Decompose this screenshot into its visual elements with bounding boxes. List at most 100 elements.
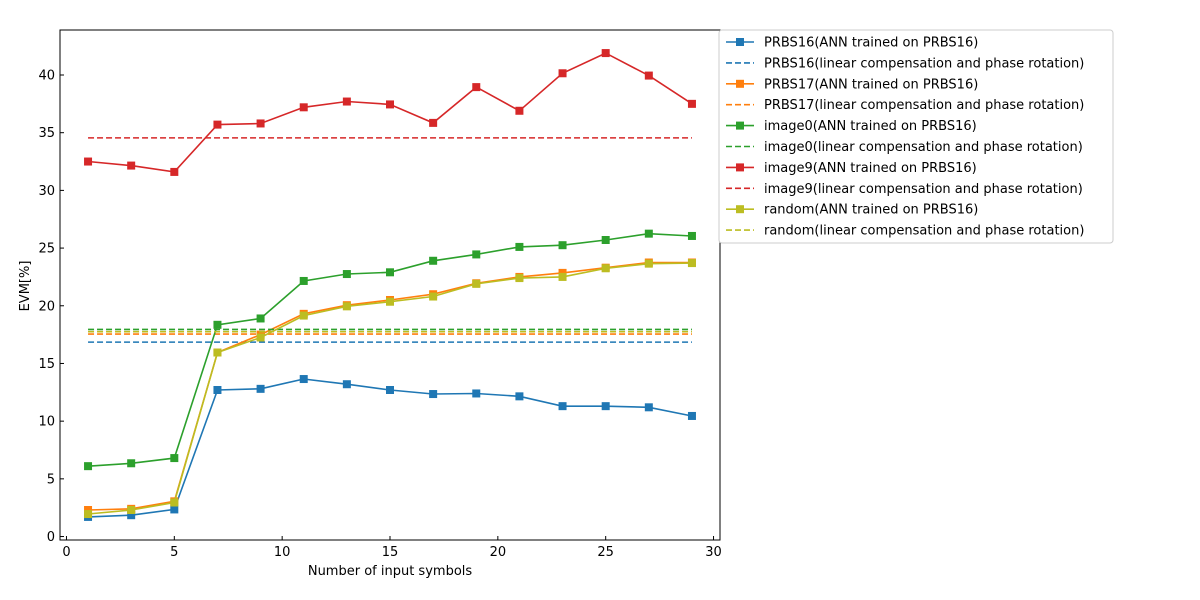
data-point-marker bbox=[256, 333, 265, 342]
data-point-marker bbox=[342, 302, 351, 311]
legend-label: image9(linear compensation and phase rot… bbox=[764, 182, 1083, 197]
data-point-marker bbox=[687, 99, 696, 108]
data-point-marker bbox=[515, 392, 524, 401]
data-point-marker bbox=[84, 462, 93, 471]
legend-item: image9(ANN trained on PRBS16) bbox=[726, 161, 977, 176]
x-tick-label: 30 bbox=[705, 545, 722, 560]
legend: PRBS16(ANN trained on PRBS16) PRBS16(line… bbox=[718, 29, 1114, 244]
legend-label: random(linear compensation and phase rot… bbox=[764, 224, 1084, 239]
data-point-marker bbox=[386, 100, 394, 109]
data-point-marker bbox=[386, 386, 394, 394]
data-point-marker bbox=[472, 83, 481, 92]
legend-swatch-marker bbox=[736, 163, 744, 172]
legend-swatch-marker bbox=[736, 121, 744, 130]
data-point-marker bbox=[601, 236, 610, 244]
data-point-marker bbox=[127, 161, 136, 170]
data-point-marker bbox=[299, 311, 308, 320]
data-point-marker bbox=[601, 402, 610, 411]
x-tick-label: 10 bbox=[274, 545, 291, 560]
legend-item: PRBS16(linear compensation and phase rot… bbox=[726, 56, 1084, 71]
data-point-marker bbox=[127, 459, 136, 468]
legend-item: image0(ANN trained on PRBS16) bbox=[726, 119, 977, 134]
data-point-marker bbox=[342, 270, 351, 279]
data-point-marker bbox=[472, 279, 481, 288]
legend-item: image0(linear compensation and phase rot… bbox=[726, 140, 1083, 155]
y-tick-label: 25 bbox=[38, 242, 55, 257]
legend-label: PRBS17(ANN trained on PRBS16) bbox=[764, 77, 978, 92]
x-tick-label: 20 bbox=[490, 545, 507, 560]
legend-swatch-marker bbox=[736, 38, 744, 46]
data-point-marker bbox=[127, 506, 136, 514]
data-point-marker bbox=[213, 386, 222, 394]
data-point-marker bbox=[213, 120, 222, 129]
data-point-marker bbox=[84, 506, 93, 514]
data-point-marker bbox=[429, 390, 438, 399]
data-point-marker bbox=[429, 256, 438, 265]
plot-area bbox=[84, 49, 696, 521]
legend-label: PRBS17(linear compensation and phase rot… bbox=[764, 98, 1084, 113]
x-axis-ticks: 0 5 10 15 20 25 30 bbox=[62, 536, 722, 560]
data-point-marker bbox=[429, 292, 438, 301]
data-point-marker bbox=[472, 250, 481, 259]
data-point-marker bbox=[687, 259, 696, 268]
data-point-marker bbox=[342, 97, 351, 106]
data-point-marker bbox=[170, 498, 179, 507]
data-point-marker bbox=[127, 511, 136, 520]
y-tick-label: 5 bbox=[47, 472, 55, 487]
legend-label: PRBS16(ANN trained on PRBS16) bbox=[764, 36, 978, 51]
legend-item: random(ANN trained on PRBS16) bbox=[726, 203, 978, 218]
data-point-marker bbox=[644, 259, 653, 268]
data-point-marker bbox=[170, 167, 179, 176]
data-point-marker bbox=[299, 276, 308, 285]
data-point-marker bbox=[558, 402, 567, 411]
legend-label: image9(ANN trained on PRBS16) bbox=[764, 161, 977, 176]
legend-item: image9(linear compensation and phase rot… bbox=[726, 182, 1083, 197]
data-point-marker bbox=[601, 264, 610, 273]
data-point-marker bbox=[601, 49, 610, 58]
data-point-marker bbox=[558, 268, 567, 277]
y-tick-label: 35 bbox=[38, 126, 55, 141]
y-tick-label: 30 bbox=[38, 184, 55, 199]
legend-swatch-marker bbox=[736, 79, 744, 88]
series-8 bbox=[84, 259, 696, 519]
legend-item: PRBS16(ANN trained on PRBS16) bbox=[726, 36, 978, 51]
y-tick-label: 10 bbox=[38, 415, 55, 430]
data-point-marker bbox=[515, 274, 524, 283]
data-point-marker bbox=[644, 403, 653, 412]
data-point-marker bbox=[213, 320, 222, 329]
legend-label: PRBS16(linear compensation and phase rot… bbox=[764, 56, 1084, 71]
data-point-marker bbox=[386, 268, 394, 277]
x-axis-title: Number of input symbols bbox=[308, 564, 473, 579]
legend-item: PRBS17(ANN trained on PRBS16) bbox=[726, 77, 978, 92]
y-tick-label: 40 bbox=[38, 69, 55, 84]
data-point-marker bbox=[170, 505, 179, 514]
y-tick-label: 15 bbox=[38, 357, 55, 372]
legend-frame bbox=[718, 29, 1114, 244]
legend-item: random(linear compensation and phase rot… bbox=[726, 224, 1084, 239]
data-point-marker bbox=[256, 119, 265, 128]
data-point-marker bbox=[644, 71, 653, 80]
data-point-marker bbox=[213, 348, 222, 357]
data-point-marker bbox=[515, 242, 524, 251]
legend-label: random(ANN trained on PRBS16) bbox=[764, 203, 978, 218]
data-point-marker bbox=[472, 389, 481, 398]
y-axis-title: EVM[%] bbox=[18, 261, 33, 312]
x-tick-label: 5 bbox=[170, 545, 178, 560]
series-4 bbox=[84, 229, 696, 471]
data-point-marker bbox=[687, 231, 696, 240]
data-point-marker bbox=[299, 103, 308, 112]
y-tick-label: 0 bbox=[47, 530, 55, 545]
data-point-marker bbox=[515, 106, 524, 115]
data-point-marker bbox=[558, 69, 567, 78]
data-point-marker bbox=[342, 380, 351, 389]
data-point-marker bbox=[170, 454, 179, 463]
data-point-marker bbox=[299, 375, 308, 384]
data-point-marker bbox=[256, 384, 265, 393]
series-6 bbox=[84, 49, 696, 176]
data-point-marker bbox=[558, 241, 567, 250]
x-tick-label: 15 bbox=[382, 545, 399, 560]
legend-item: PRBS17(linear compensation and phase rot… bbox=[726, 98, 1084, 113]
data-point-marker bbox=[687, 411, 696, 420]
x-tick-label: 0 bbox=[62, 545, 70, 560]
